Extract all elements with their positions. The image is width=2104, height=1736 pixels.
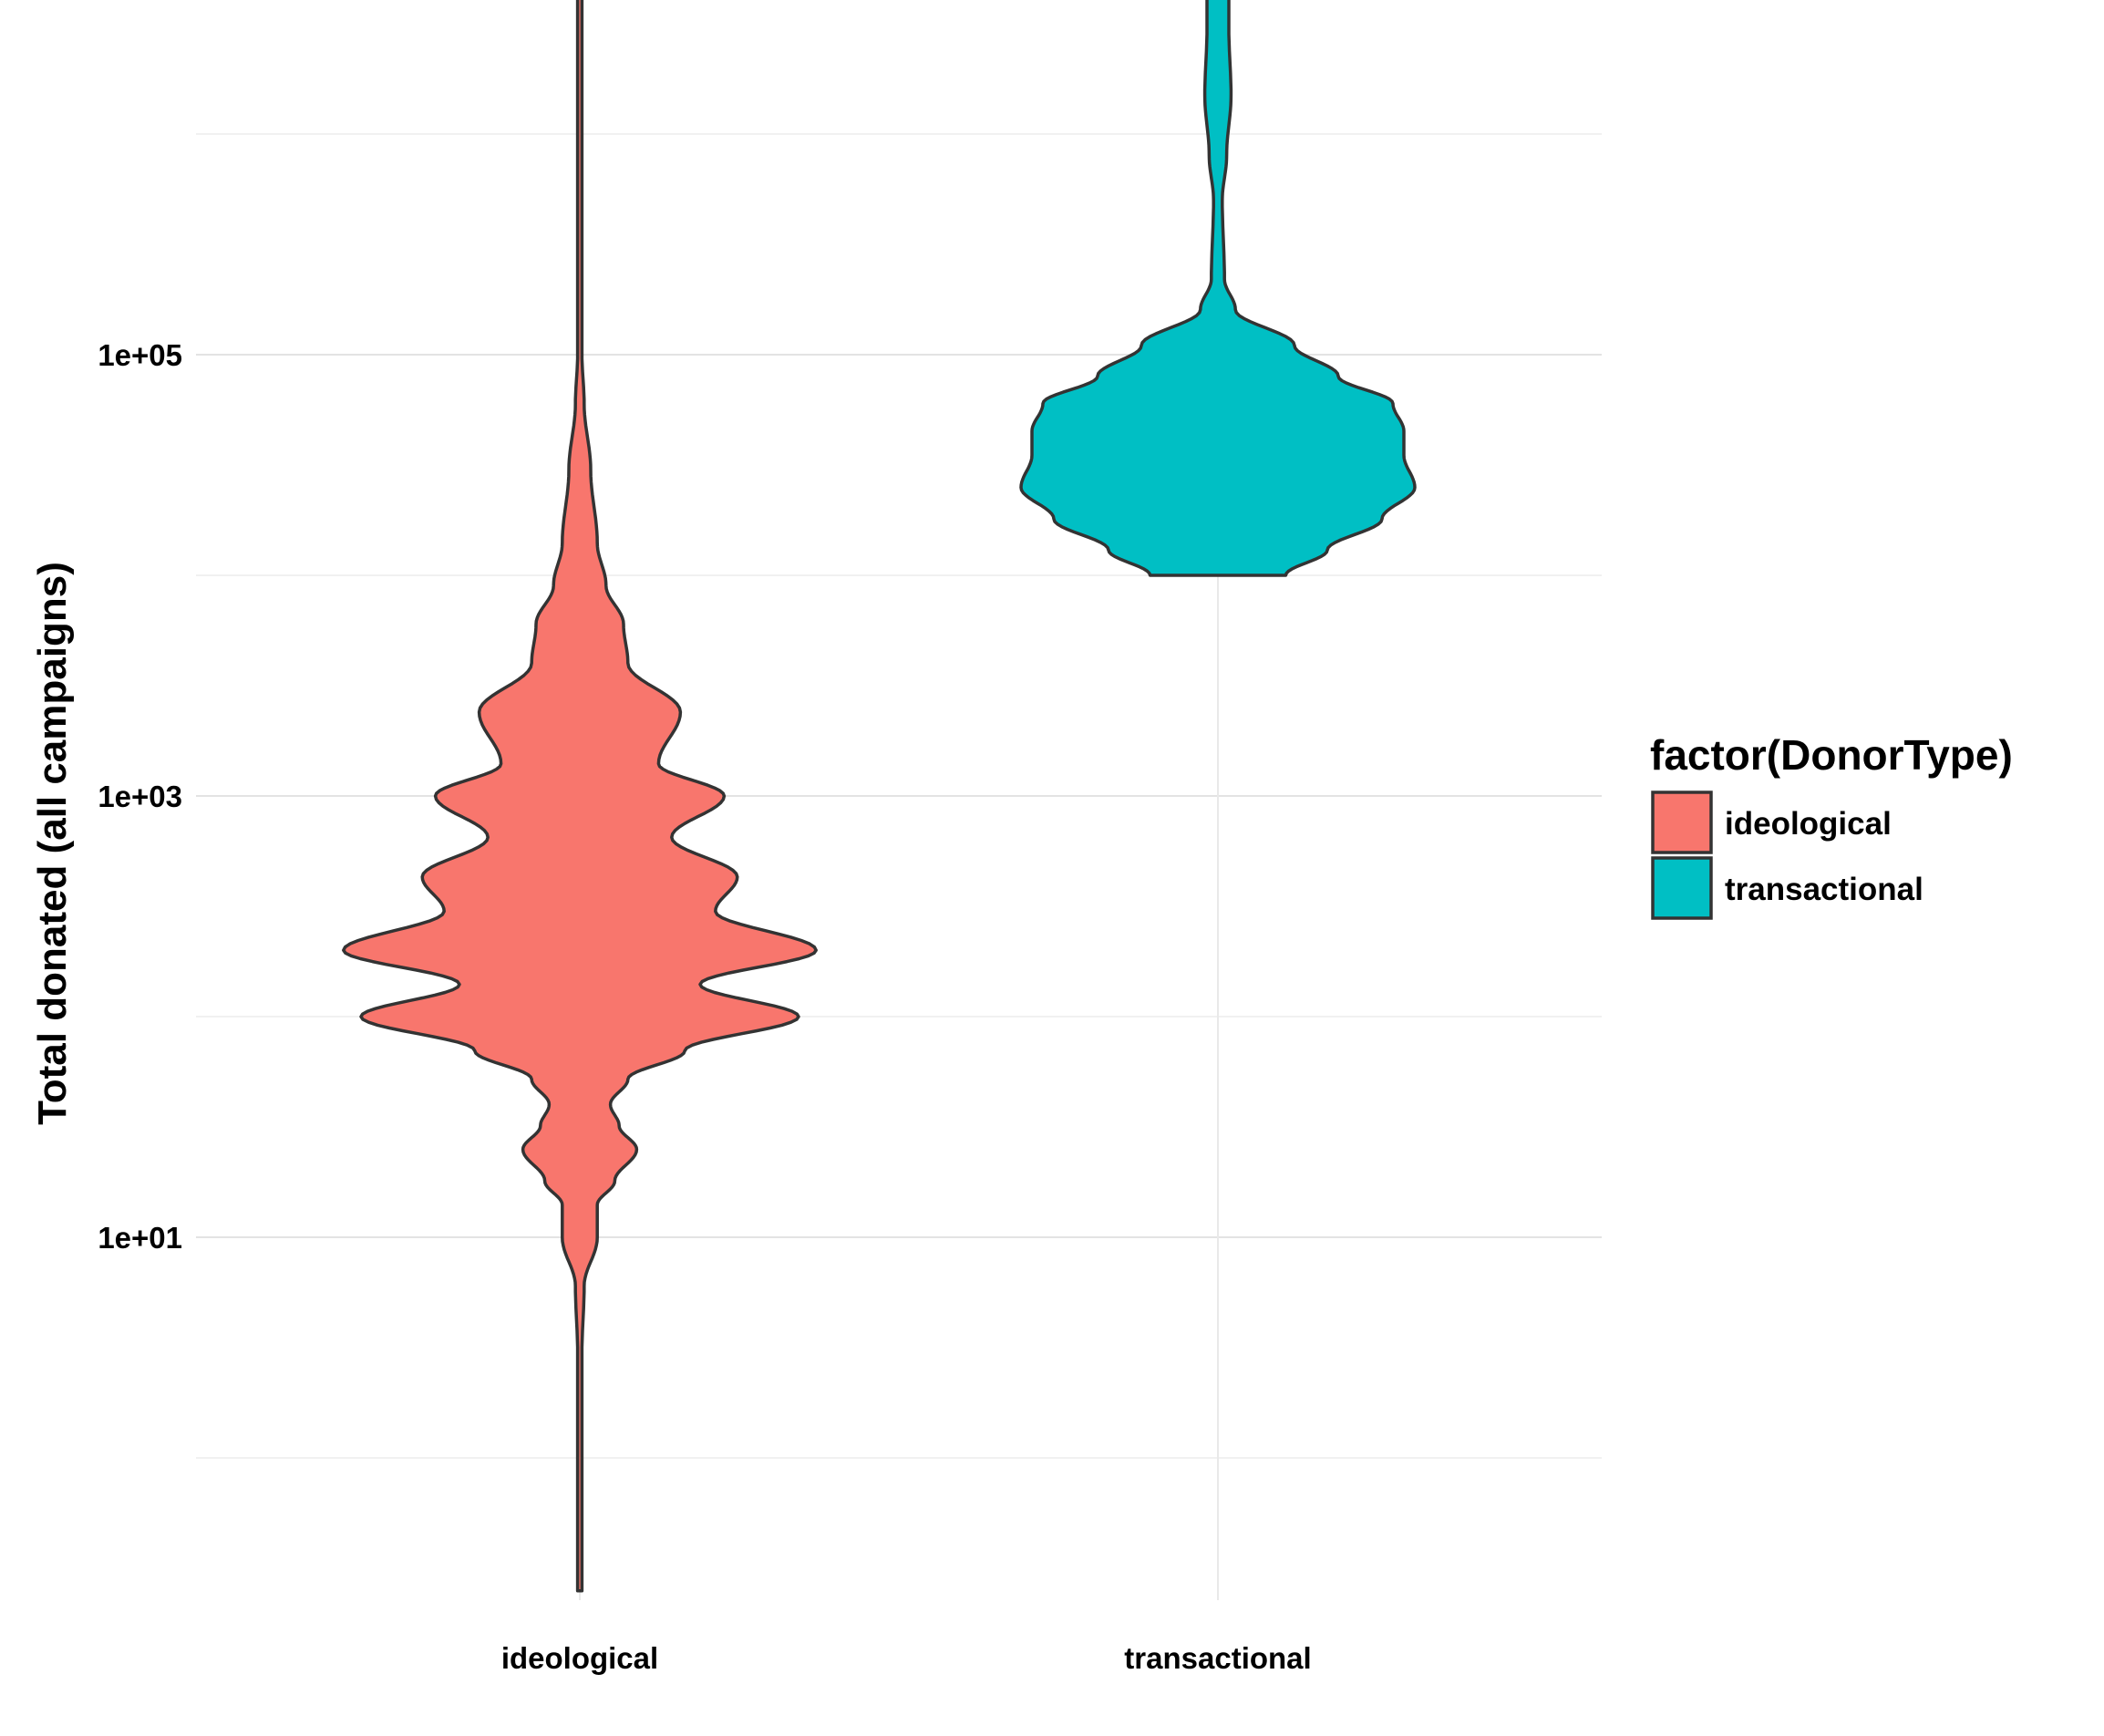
x-tick-label: transactional <box>1124 1641 1311 1675</box>
legend-items: ideological transactional <box>1651 790 1924 920</box>
violins <box>342 0 1417 1593</box>
x-tick-label: ideological <box>501 1641 658 1675</box>
legend-label-transactional: transactional <box>1725 872 1924 907</box>
legend-swatch-ideological <box>1651 790 1713 854</box>
y-tick-label: 1e+03 <box>98 780 182 813</box>
y-axis-title: Total donated (all campaigns) <box>30 562 75 1125</box>
x-tick-labels: ideological transactional <box>501 1641 1312 1675</box>
grid-lines <box>196 23 1602 1600</box>
legend-title: factor(DonorType) <box>1650 731 2013 779</box>
y-tick-label: 1e+05 <box>98 338 182 372</box>
violin-ideological <box>342 0 818 1593</box>
y-tick-label: 1e+01 <box>98 1221 182 1255</box>
legend-swatch-transactional <box>1651 856 1713 920</box>
legend: factor(DonorType) ideological transaction… <box>1650 731 2013 920</box>
legend-label-ideological: ideological <box>1725 806 1892 842</box>
y-tick-labels: 1e+01 1e+03 1e+05 <box>98 338 182 1255</box>
violin-transactional <box>1019 0 1417 577</box>
